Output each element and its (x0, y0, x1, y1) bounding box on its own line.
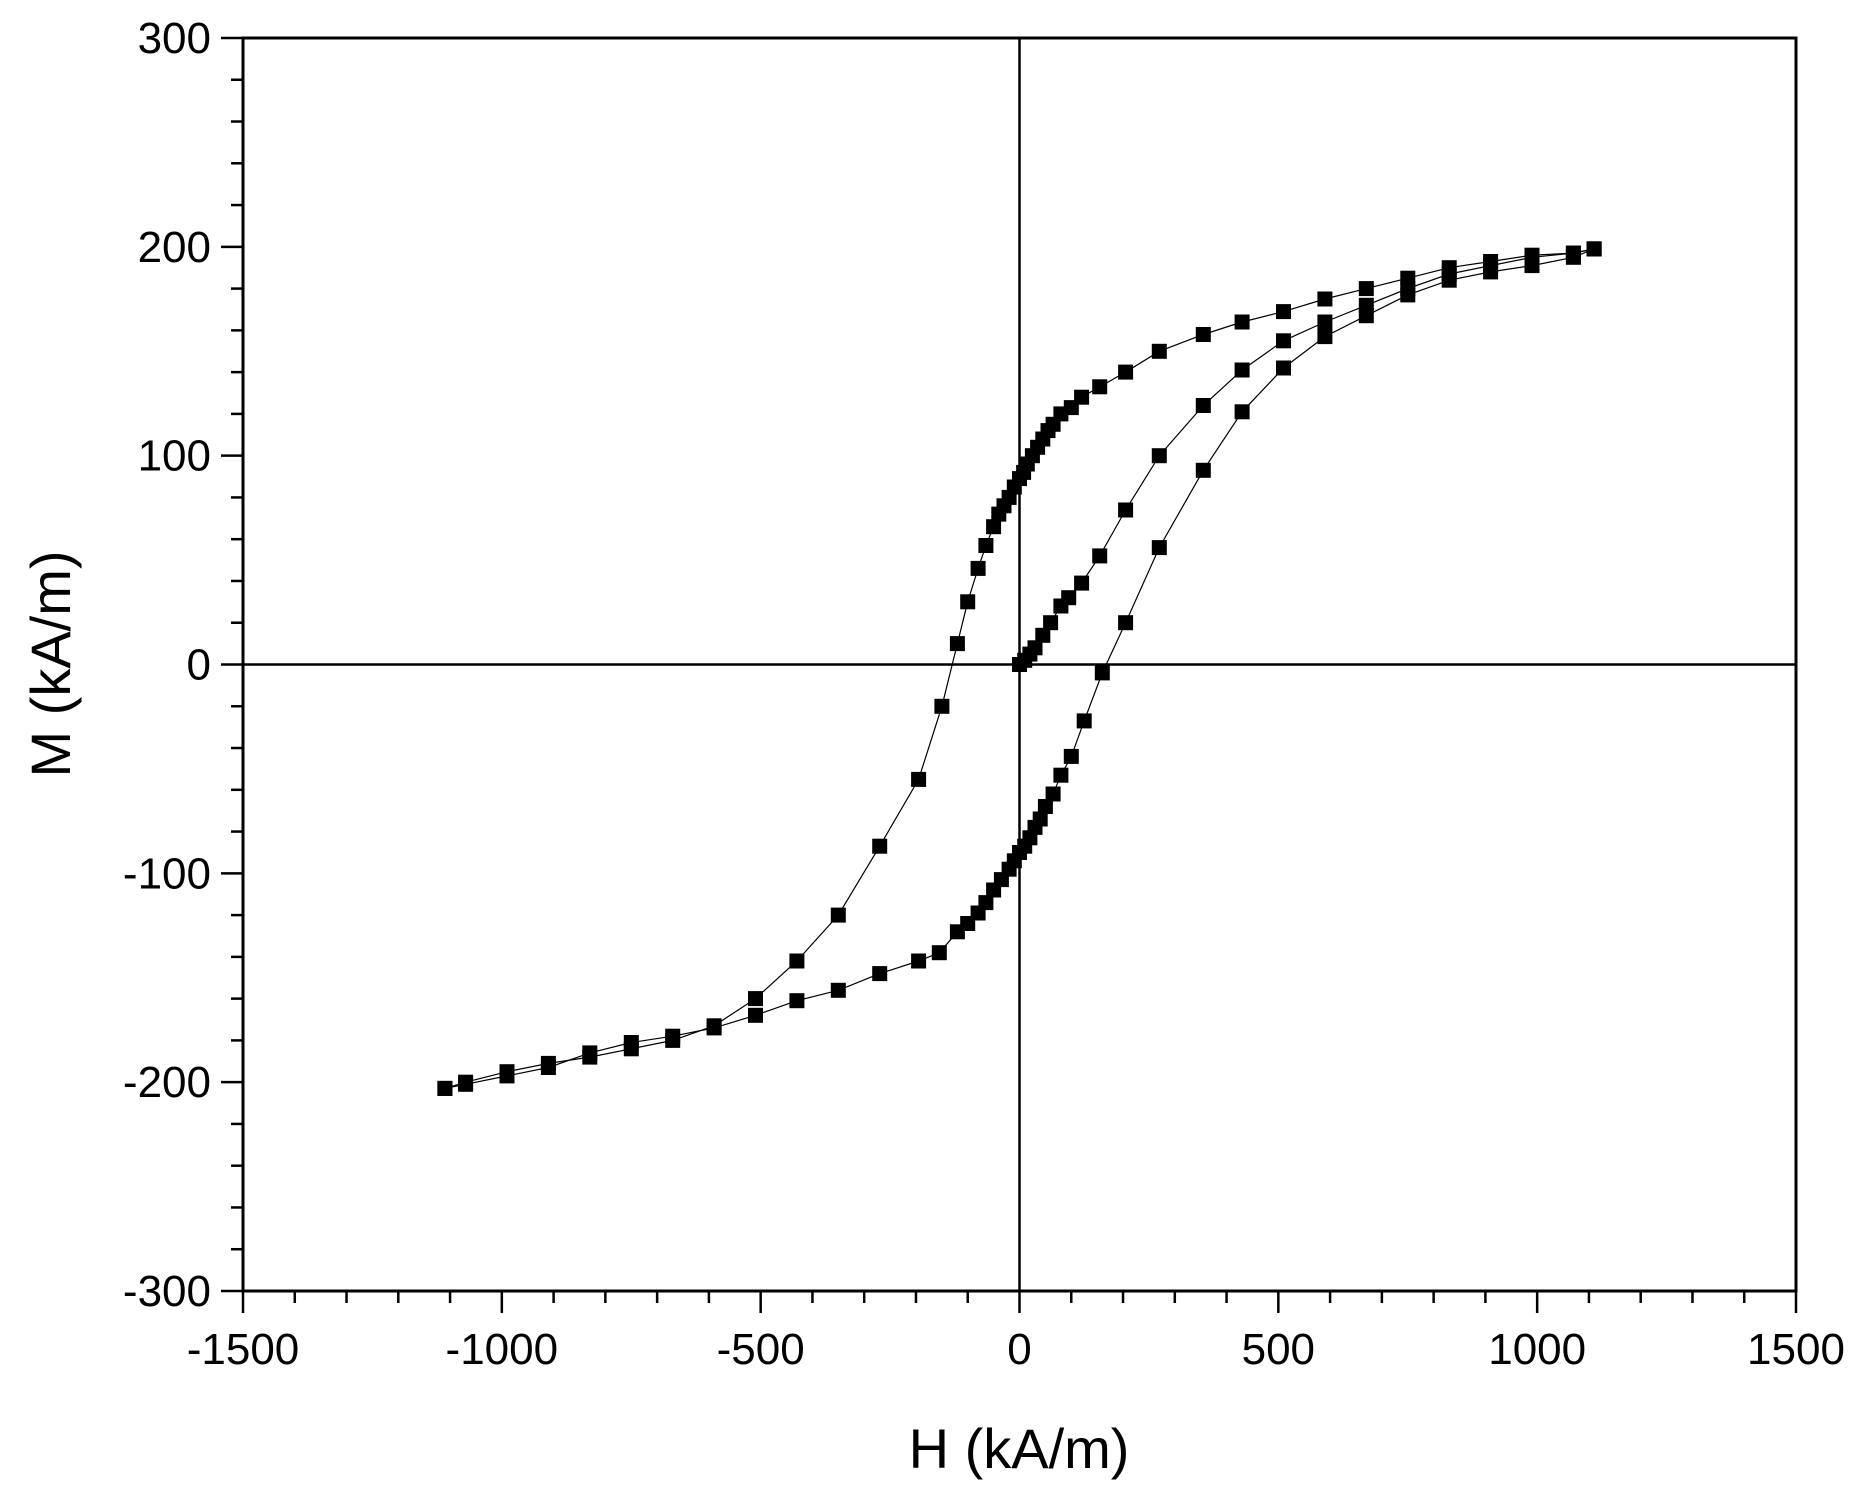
data-point (748, 1007, 763, 1023)
x-tick-label: 0 (1007, 1325, 1031, 1374)
x-tick-labels: -1500 -1000 -500 0 500 1000 1500 (187, 1325, 1845, 1374)
data-point (1565, 249, 1581, 265)
data-point (1195, 462, 1211, 478)
data-point (1063, 748, 1079, 764)
data-point (1317, 291, 1333, 307)
data-point (1276, 360, 1291, 376)
data-point (1151, 343, 1167, 359)
data-point (1035, 627, 1051, 643)
y-tick-labels: -300 -200 -100 0 100 200 300 (123, 14, 211, 1316)
data-point (1092, 548, 1108, 564)
data-point (978, 538, 994, 553)
data-point (1094, 665, 1110, 681)
data-point (960, 594, 976, 610)
data-point (1358, 281, 1374, 297)
y-tick-label: 0 (187, 641, 211, 690)
data-point (540, 1060, 556, 1075)
data-point (830, 982, 846, 998)
data-markers (437, 241, 1602, 1096)
data-point (1234, 404, 1250, 420)
data-point (1195, 327, 1211, 342)
data-point (872, 966, 888, 982)
data-point (931, 945, 947, 961)
x-tick-label: 500 (1242, 1325, 1315, 1374)
y-axis-title: M (kA/m) (19, 550, 82, 777)
data-point (991, 506, 1007, 522)
data-point (1317, 329, 1333, 345)
data-point (1234, 362, 1250, 378)
data-point (1441, 260, 1457, 276)
y-tick-label: 100 (138, 432, 211, 481)
data-point (706, 1020, 722, 1036)
data-point (748, 991, 763, 1007)
data-point (1118, 502, 1134, 518)
data-point (1586, 241, 1602, 257)
data-point (911, 953, 927, 969)
data-point (949, 636, 965, 652)
data-point (1045, 786, 1061, 802)
data-point (1317, 314, 1333, 330)
x-axis-title: H (kA/m) (909, 1417, 1130, 1480)
series-line (1019, 248, 1595, 665)
data-point (1043, 615, 1059, 631)
data-point (437, 1080, 453, 1096)
data-point (1400, 270, 1416, 286)
data-point (1151, 448, 1167, 464)
data-point (458, 1076, 474, 1092)
data-point (1076, 713, 1092, 729)
data-point (1276, 304, 1291, 320)
data-point (934, 698, 950, 714)
data-point (1074, 575, 1090, 591)
data-point (970, 560, 986, 576)
data-point (1358, 308, 1374, 324)
data-point (1053, 767, 1069, 783)
data-point (1027, 640, 1043, 656)
x-tick-label: -1500 (187, 1325, 300, 1374)
data-point (789, 953, 805, 969)
x-tick-label: 1500 (1747, 1325, 1845, 1374)
data-point (1061, 590, 1077, 606)
data-point (1037, 799, 1053, 814)
data-point (1524, 258, 1540, 274)
data-point (1441, 272, 1457, 288)
y-tick-label: -200 (123, 1058, 211, 1107)
data-point (1151, 540, 1167, 556)
y-tick-label: -100 (123, 849, 211, 898)
data-point (978, 895, 994, 911)
data-point (1195, 398, 1211, 413)
data-point (582, 1045, 598, 1061)
data-point (499, 1068, 515, 1084)
axis-ticks (221, 36, 1798, 1313)
data-point (1032, 811, 1048, 827)
data-point (1118, 615, 1134, 631)
data-point (1092, 379, 1108, 395)
data-point (872, 838, 888, 854)
y-tick-label: -300 (123, 1267, 211, 1316)
y-tick-label: 300 (138, 14, 211, 63)
data-point (1276, 333, 1291, 349)
data-point (830, 907, 846, 923)
data-point (789, 993, 805, 1009)
data-point (986, 519, 1002, 535)
data-point (1400, 287, 1416, 303)
x-tick-label: 1000 (1488, 1325, 1586, 1374)
x-tick-label: -1000 (446, 1325, 559, 1374)
data-point (1483, 264, 1499, 280)
data-point (623, 1035, 639, 1050)
x-tick-label: -500 (717, 1325, 805, 1374)
data-point (1118, 364, 1134, 380)
data-point (911, 771, 927, 787)
data-point (665, 1028, 681, 1044)
data-point (1234, 314, 1250, 330)
y-tick-label: 200 (138, 223, 211, 272)
